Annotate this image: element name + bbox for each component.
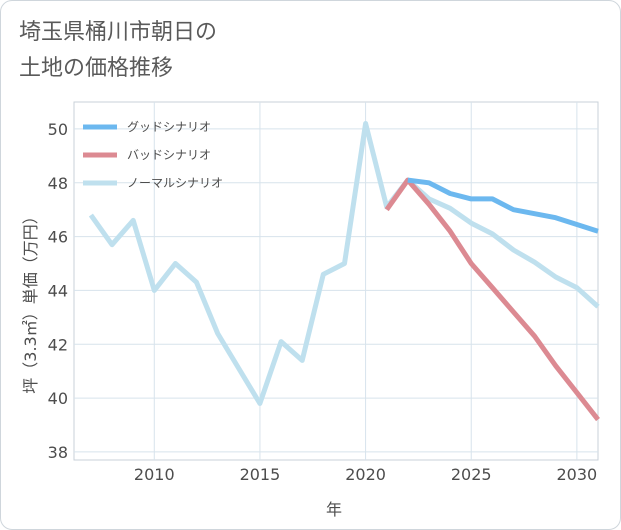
chart-title-line2: 土地の価格推移 bbox=[19, 56, 174, 81]
x-tick-label: 2030 bbox=[557, 465, 598, 484]
y-axis-ticks: 38 40 42 44 46 48 50 bbox=[48, 120, 68, 462]
y-tick-label: 46 bbox=[48, 228, 68, 247]
chart-title: 埼玉県桶川市朝日の 土地の価格推移 bbox=[19, 15, 217, 87]
legend-label: バッドシナリオ bbox=[127, 148, 211, 162]
x-tick-label: 2010 bbox=[134, 465, 175, 484]
series-layer bbox=[88, 121, 600, 422]
y-tick-label: 40 bbox=[48, 389, 68, 408]
x-axis-title: 年 bbox=[326, 500, 342, 519]
y-axis-title: 坪（3.3㎡）単価（万円） bbox=[21, 208, 40, 393]
y-tick-label: 38 bbox=[48, 443, 68, 462]
series-line-bad bbox=[384, 177, 600, 422]
legend-label: ノーマルシナリオ bbox=[127, 176, 223, 190]
series-line-good bbox=[407, 177, 599, 234]
series-line-normal bbox=[88, 121, 600, 406]
x-tick-label: 2025 bbox=[451, 465, 492, 484]
legend-label: グッドシナリオ bbox=[127, 120, 211, 134]
y-tick-label: 50 bbox=[48, 120, 68, 139]
x-tick-label: 2015 bbox=[240, 465, 281, 484]
x-tick-label: 2020 bbox=[345, 465, 386, 484]
y-tick-label: 48 bbox=[48, 174, 68, 193]
y-tick-label: 42 bbox=[48, 335, 68, 354]
x-axis-ticks: 2010 2015 2020 2025 2030 bbox=[134, 465, 597, 484]
grid bbox=[74, 102, 598, 460]
chart-title-line1: 埼玉県桶川市朝日の bbox=[19, 20, 218, 45]
y-tick-label: 44 bbox=[48, 281, 68, 300]
